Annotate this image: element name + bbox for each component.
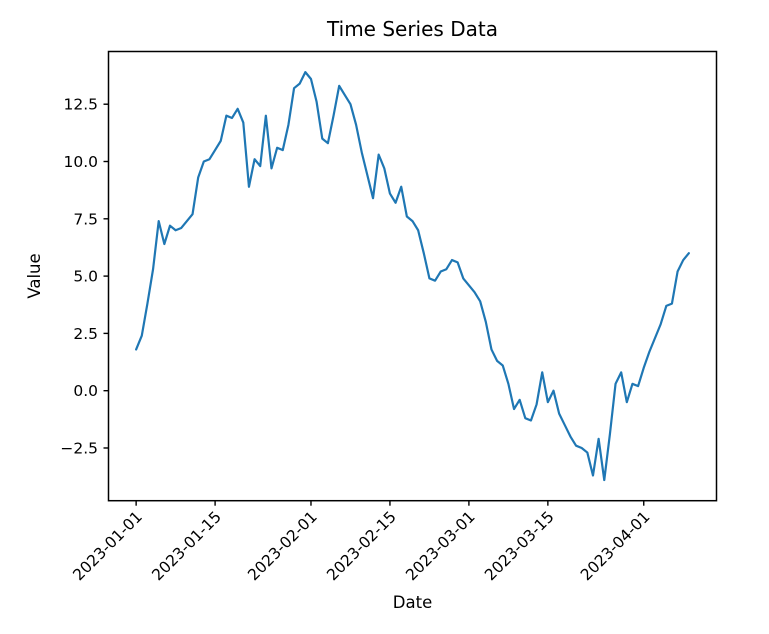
y-tick-label: 0.0 — [73, 382, 98, 400]
x-tick-label: 2023-01-01 — [70, 508, 146, 584]
y-tick-label: 12.5 — [63, 96, 98, 114]
x-tick-label: 2023-01-15 — [148, 508, 224, 584]
x-tick-label: 2023-02-15 — [323, 508, 399, 584]
y-tick-label: 2.5 — [73, 325, 98, 343]
series-layer — [135, 71, 690, 482]
y-tick-label: 10.0 — [63, 153, 98, 171]
x-tick-label: 2023-03-01 — [402, 508, 478, 584]
y-axis-label: Value — [25, 253, 44, 298]
x-tick-label: 2023-02-01 — [244, 508, 320, 584]
x-tick-label: 2023-03-15 — [481, 508, 557, 584]
y-tick-label: −2.5 — [60, 439, 98, 457]
y-tick-label: 5.0 — [73, 268, 98, 286]
plot-border — [107, 50, 718, 502]
series-line — [135, 71, 690, 482]
x-axis-label: Date — [393, 593, 432, 612]
chart-title: Time Series Data — [326, 17, 498, 41]
x-tick-label: 2023-04-01 — [577, 508, 653, 584]
y-tick-label: 7.5 — [73, 210, 98, 228]
